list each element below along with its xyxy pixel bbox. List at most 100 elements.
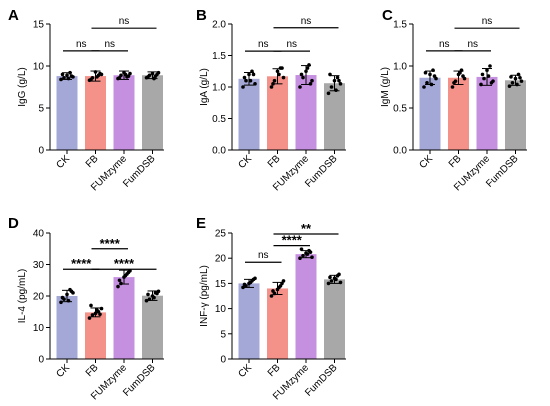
data-point	[251, 277, 256, 282]
data-point	[89, 77, 93, 82]
bar-fumdsb	[142, 75, 163, 150]
data-point	[248, 280, 253, 285]
y-tick-label: 10	[33, 323, 45, 334]
y-tick-label: 2.0	[212, 20, 226, 31]
data-point	[93, 70, 98, 74]
data-point	[326, 281, 331, 286]
data-point	[241, 85, 245, 89]
panel-label: E	[196, 215, 206, 232]
data-point	[338, 82, 343, 86]
data-point	[334, 88, 338, 92]
bar-ck	[238, 78, 260, 150]
data-point	[337, 272, 341, 277]
data-point	[507, 84, 512, 88]
bar-fumzyme	[295, 75, 317, 150]
data-point	[486, 74, 491, 78]
x-tick-label: FB	[266, 362, 283, 379]
data-point	[280, 281, 284, 286]
significance-label: ns	[258, 250, 269, 261]
x-tick-label: CK	[55, 362, 73, 380]
data-point	[241, 285, 245, 290]
y-tick-label: 0	[38, 355, 44, 366]
y-tick-label: 1.0	[212, 83, 226, 94]
data-point	[89, 303, 93, 308]
data-point	[98, 71, 102, 76]
data-point	[150, 71, 155, 76]
bar-ck	[56, 76, 78, 150]
y-tick-label: 1.0	[393, 62, 407, 73]
data-point	[298, 85, 302, 89]
y-axis-label: IgA (g/L)	[199, 68, 210, 106]
bar-fb	[85, 76, 106, 150]
data-point	[271, 82, 275, 86]
x-tick-label: FumDSB	[303, 362, 340, 399]
data-point	[126, 270, 131, 275]
y-axis-label: IL-4 (pg/mL)	[17, 269, 28, 323]
significance-label: **	[301, 221, 312, 236]
data-point	[87, 316, 92, 320]
data-point	[69, 289, 74, 294]
x-tick-label: CK	[237, 362, 255, 380]
data-point	[326, 91, 331, 96]
data-point	[90, 313, 95, 317]
significance-label: ns	[301, 16, 312, 27]
data-point	[65, 73, 69, 78]
data-point	[155, 72, 159, 77]
y-axis-label: IgM (g/L)	[380, 67, 391, 107]
data-point	[146, 75, 150, 79]
bar-fumdsb	[505, 80, 526, 150]
data-point	[152, 76, 156, 81]
data-point	[60, 295, 65, 300]
data-point	[95, 75, 99, 79]
data-point	[335, 75, 340, 80]
bar-ck	[56, 296, 78, 359]
data-point	[250, 69, 254, 74]
data-point	[275, 69, 280, 74]
significance-label: ****	[71, 256, 92, 271]
y-tick-label: 1.5	[393, 20, 407, 31]
data-point	[146, 292, 150, 297]
data-point	[117, 75, 122, 80]
data-point	[329, 279, 334, 283]
data-point	[126, 74, 131, 78]
data-point	[247, 72, 251, 77]
data-point	[123, 72, 128, 77]
y-tick-label: 10	[215, 304, 227, 315]
x-tick-label: FumDSB	[484, 153, 521, 190]
data-point	[123, 273, 128, 278]
data-point	[301, 253, 305, 258]
data-point	[518, 75, 522, 80]
x-tick-label: FumDSB	[121, 362, 158, 399]
data-point	[332, 78, 337, 83]
y-tick-label: 25	[215, 229, 227, 240]
data-point	[304, 69, 308, 74]
data-point	[98, 312, 102, 317]
data-point	[99, 306, 104, 311]
bar-fb	[448, 77, 469, 150]
y-tick-label: 10	[33, 62, 45, 73]
y-tick-label: 0	[38, 146, 44, 157]
y-tick-label: 0.0	[393, 146, 407, 157]
data-point	[152, 295, 156, 300]
bar-fumdsb	[142, 295, 163, 359]
x-tick-label: CK	[418, 153, 436, 171]
x-tick-label: FB	[84, 362, 101, 379]
data-point	[298, 256, 302, 261]
data-point	[308, 82, 313, 86]
data-point	[116, 284, 120, 289]
data-point	[328, 72, 332, 77]
data-point	[281, 75, 286, 80]
data-point	[280, 66, 284, 70]
y-tick-label: 0.5	[393, 104, 407, 115]
data-point	[519, 79, 524, 83]
bar-fumzyme	[113, 277, 135, 359]
y-tick-label: 30	[33, 260, 45, 271]
panel-label: A	[8, 7, 19, 24]
y-tick-label: 20	[215, 254, 227, 265]
data-point	[60, 72, 65, 77]
data-point	[66, 76, 71, 81]
data-point	[301, 75, 305, 80]
data-point	[431, 68, 435, 72]
